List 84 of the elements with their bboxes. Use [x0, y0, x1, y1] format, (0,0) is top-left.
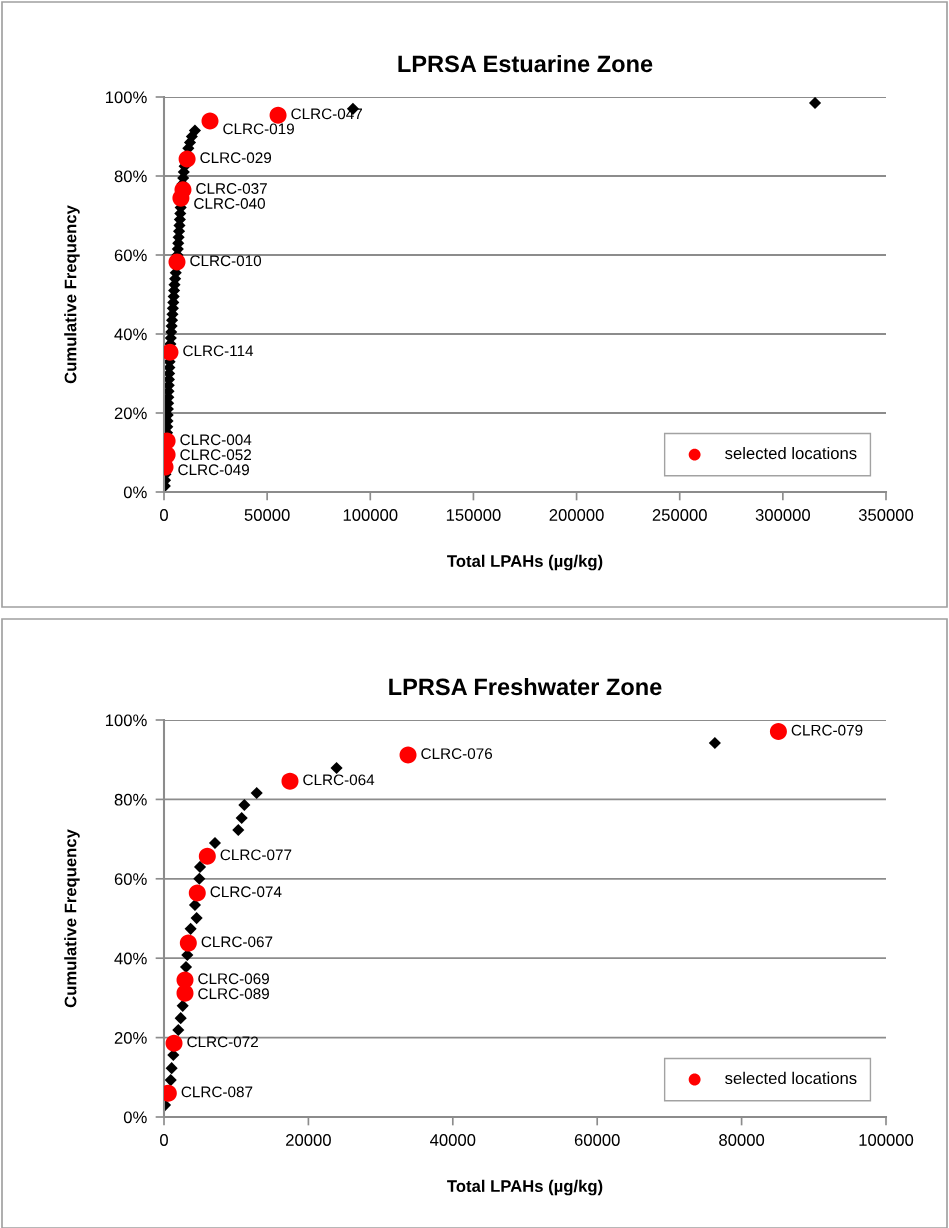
annotation: CLRC-114 [183, 345, 254, 357]
point [178, 150, 196, 168]
x-tick-label: 20000 [286, 1134, 331, 1146]
annotation: CLRC-010 [190, 255, 262, 267]
point [179, 960, 193, 973]
annotation: CLRC-052 [180, 449, 251, 461]
y-tick-label: 0% [123, 1111, 147, 1124]
point [190, 912, 203, 925]
chart-title: LPRSA Estuarine Zone [398, 54, 653, 73]
annotation: CLRC-069 [198, 973, 269, 985]
annotation: CLRC-064 [303, 774, 375, 786]
y-tick-label: 100% [105, 91, 147, 104]
point [708, 736, 721, 750]
point [198, 847, 216, 865]
x-axis-title: Total LPAHs (µg/kg) [447, 1179, 603, 1196]
annotation: CLRC-067 [201, 936, 273, 948]
x-tick-label: 100000 [343, 509, 398, 521]
y-tick-label: 100% [105, 714, 147, 727]
annotation: CLRC-079 [791, 724, 863, 736]
point [172, 1024, 185, 1037]
annotation: CLRC-040 [194, 198, 265, 209]
y-tick-label: 60% [114, 249, 147, 262]
y-tick-label: 20% [114, 1032, 147, 1044]
point [184, 922, 197, 935]
x-axis-title: Total LPAHs (µg/kg) [447, 554, 603, 571]
x-tick-label: 60000 [574, 1134, 620, 1146]
point [769, 723, 787, 741]
annotation: CLRC-089 [198, 988, 269, 1000]
point [330, 761, 343, 775]
y-tick-label: 0% [123, 486, 147, 499]
point [281, 772, 299, 790]
y-tick-label: 80% [114, 793, 147, 806]
x-tick-label: 80000 [719, 1134, 765, 1146]
x-tick-label: 40000 [430, 1134, 476, 1146]
annotation: CLRC-049 [178, 464, 249, 476]
point [269, 106, 287, 124]
annotation: CLRC-076 [421, 748, 493, 760]
point [176, 971, 194, 989]
chart-title: LPRSA Freshwater Zone [389, 677, 662, 696]
point [250, 786, 263, 800]
y-tick-label: 20% [114, 407, 147, 420]
x-tick-label: 100000 [859, 1134, 914, 1146]
x-tick-label: 50000 [244, 509, 290, 521]
point [193, 860, 207, 873]
x-tick-label: 0 [160, 1134, 168, 1146]
point [208, 837, 222, 850]
point [174, 1012, 187, 1025]
point [188, 884, 206, 902]
y-tick-label: 80% [114, 170, 147, 183]
annotation: CLRC-072 [187, 1036, 258, 1048]
point [179, 934, 197, 952]
x-tick-label: 0 [160, 509, 168, 521]
point [399, 746, 417, 764]
point [164, 1074, 177, 1087]
point [808, 97, 822, 109]
point [193, 872, 206, 885]
point [188, 124, 201, 137]
annotation: CLRC-087 [181, 1086, 253, 1098]
annotation: CLRC-074 [210, 886, 282, 898]
annotation: CLRC-019 [223, 123, 294, 135]
legend-label: selected locations [725, 446, 857, 460]
point [238, 798, 251, 812]
point [165, 1062, 178, 1075]
x-tick-label: 350000 [858, 509, 914, 521]
point [165, 1034, 183, 1052]
x-tick-label: 150000 [446, 509, 501, 521]
x-tick-label: 250000 [652, 509, 707, 521]
y-tick-label: 40% [114, 328, 147, 341]
point [188, 898, 202, 912]
annotation: CLRC-004 [180, 434, 252, 446]
y-axis-title: Cumulative Frequency [64, 829, 80, 1008]
y-tick-label: 40% [114, 952, 147, 965]
annotation: CLRC-077 [220, 849, 292, 861]
point [235, 812, 248, 825]
x-tick-label: 300000 [755, 509, 811, 521]
x-tick-label: 200000 [549, 509, 604, 521]
point [168, 253, 186, 271]
annotation: CLRC-037 [196, 183, 267, 194]
y-tick-label: 60% [114, 873, 147, 885]
annotation: CLRC-029 [200, 152, 272, 164]
point [201, 112, 219, 130]
point [232, 823, 245, 837]
legend-label: selected locations [725, 1071, 857, 1085]
y-axis-title: Cumulative Frequency [64, 205, 80, 384]
